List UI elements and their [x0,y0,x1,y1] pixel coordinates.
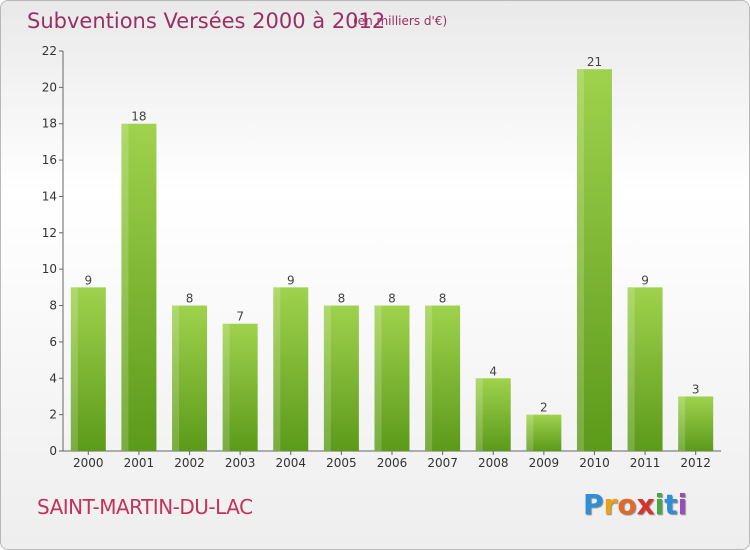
bar-highlight [323,305,331,451]
bar-value-label: 3 [692,382,700,396]
bar-highlight [627,287,635,451]
bar [627,287,663,451]
y-tick-label: 2 [49,408,57,422]
bar-value-label: 7 [236,310,244,324]
x-tick-label: 2001 [124,456,155,470]
logo-letter: x [636,488,655,521]
bar-highlight [70,287,78,451]
y-tick-label: 0 [49,444,57,458]
bar [273,287,309,451]
chart-title: Subventions Versées 2000 à 2012 [27,9,386,33]
bar-value-label: 8 [388,292,396,306]
x-tick-label: 2004 [275,456,306,470]
bar-value-label: 8 [338,292,346,306]
bar-value-label: 2 [540,401,548,415]
bar [425,305,461,451]
x-tick-label: 2005 [326,456,357,470]
bar-highlight [678,396,686,451]
x-tick-label: 2006 [377,456,408,470]
x-tick-label: 2012 [680,456,711,470]
bar-value-label: 8 [186,292,194,306]
bar-highlight [121,123,129,452]
x-tick-label: 2011 [630,456,661,470]
bar-highlight [172,305,180,451]
proxiti-logo: Proxiti [583,488,687,521]
bar-value-label: 9 [84,273,92,287]
y-tick-label: 18 [42,117,57,131]
y-tick-label: 16 [42,153,57,167]
bar [526,414,562,451]
bar-value-label: 9 [641,273,649,287]
bar-highlight [576,69,584,451]
bar-highlight [374,305,382,451]
x-tick-label: 2008 [478,456,509,470]
bar-highlight [526,414,534,451]
x-tick-label: 2010 [579,456,610,470]
y-tick-label: 14 [42,189,57,203]
x-tick-label: 2000 [73,456,104,470]
bar-value-label: 8 [439,292,447,306]
bar-highlight [273,287,281,451]
bar [70,287,106,451]
bar-highlight [425,305,433,451]
bar-value-label: 18 [131,110,146,124]
bar-value-label: 9 [287,273,295,287]
y-tick-label: 12 [42,226,57,240]
logo-letter: t [664,488,678,521]
x-tick-label: 2007 [427,456,458,470]
bar-highlight [475,378,483,451]
bar [323,305,359,451]
bar [475,378,511,451]
commune-name: SAINT-MARTIN-DU-LAC [37,495,253,519]
y-tick-label: 22 [42,44,57,58]
bar [172,305,208,451]
bar-value-label: 21 [587,55,602,69]
bar-highlight [222,323,230,451]
y-tick-label: 6 [49,335,57,349]
bar [576,69,612,451]
y-tick-label: 8 [49,299,57,313]
bar [121,123,157,452]
bar [678,396,714,451]
bar-value-label: 4 [489,364,497,378]
bar [222,323,258,451]
y-tick-label: 4 [49,371,57,385]
logo-letter: i [654,488,665,521]
x-tick-label: 2002 [174,456,205,470]
y-tick-label: 10 [42,262,57,276]
logo-letter: i [677,488,688,521]
chart-subtitle: (en milliers d'€) [353,14,448,28]
logo-letter: P [583,488,604,521]
y-tick-label: 20 [42,80,57,94]
x-tick-label: 2003 [225,456,256,470]
logo-letter: r [603,488,618,521]
x-tick-label: 2009 [529,456,560,470]
logo-letter: o [617,488,637,521]
bar [374,305,410,451]
